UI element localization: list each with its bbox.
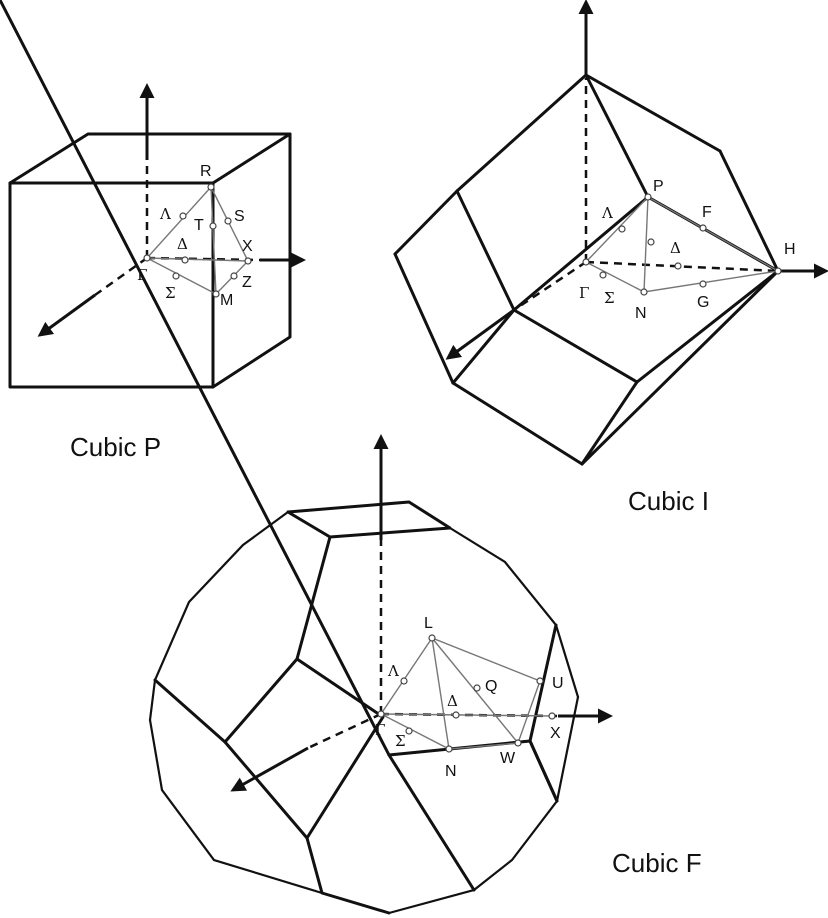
cubic-p-title: Cubic P <box>70 432 161 462</box>
cubic-p-cube-edges <box>8 132 292 389</box>
cubic-f-label-x: X <box>550 725 561 742</box>
cubic-i-label-h: H <box>784 241 796 258</box>
cubic-f-axis-x <box>230 746 309 792</box>
cubic-f-path-lines <box>380 637 553 750</box>
cubic-p-label-sigma: Σ <box>165 284 176 302</box>
cubic-i-label-n: N <box>635 305 647 322</box>
cubic-p-label-delta: Δ <box>177 235 188 253</box>
cubic-p-label-s: S <box>234 208 245 225</box>
cubic-i-title: Cubic I <box>628 486 709 516</box>
cubic-f-points <box>377 634 556 753</box>
cubic-p-label-x: X <box>242 238 253 255</box>
cubic-f-octahedron-edges <box>0 0 580 915</box>
cubic-f-label-q: Q <box>485 678 497 695</box>
cubic-f-title: Cubic F <box>612 848 702 878</box>
cubic-i-points <box>582 193 782 296</box>
cubic-p-points <box>143 183 252 298</box>
cubic-f-label-lambda: Λ <box>387 662 399 680</box>
cubic-f-label-delta: Δ <box>447 692 458 710</box>
cubic-i-diagram: P F Λ Δ H Γ Σ N G Cubic I <box>393 0 828 516</box>
cubic-i-label-f: F <box>702 204 712 221</box>
cubic-p-label-r: R <box>200 163 212 180</box>
cubic-i-label-delta: Δ <box>670 239 681 257</box>
cubic-p-label-t: T <box>194 217 204 234</box>
cubic-i-label-sigma: Σ <box>604 289 615 307</box>
cubic-f-label-u: U <box>552 675 564 692</box>
cubic-p-label-z: Z <box>242 274 252 291</box>
cubic-p-axis-x <box>37 293 96 337</box>
cubic-i-label-p: P <box>653 178 664 195</box>
cubic-i-axis-x <box>445 308 515 360</box>
cubic-i-label-lambda: Λ <box>601 204 613 222</box>
cubic-f-label-l: L <box>424 615 433 632</box>
cubic-i-label-g: G <box>697 294 709 311</box>
cubic-i-label-gamma: Γ <box>579 284 589 302</box>
cubic-f-diagram: L Λ Q U Δ X Γ Σ N W Cubic F <box>0 0 702 915</box>
cubic-f-label-w: W <box>500 750 516 767</box>
cubic-f-label-gamma: Γ <box>375 721 385 739</box>
cubic-p-diagram: R Λ T S Δ X Γ Σ Z M Cubic P <box>8 83 306 462</box>
cubic-p-label-lambda: Λ <box>159 205 171 223</box>
cubic-p-label-m: M <box>220 292 233 309</box>
cubic-f-label-sigma: Σ <box>395 732 406 750</box>
cubic-f-label-n: N <box>445 763 457 780</box>
